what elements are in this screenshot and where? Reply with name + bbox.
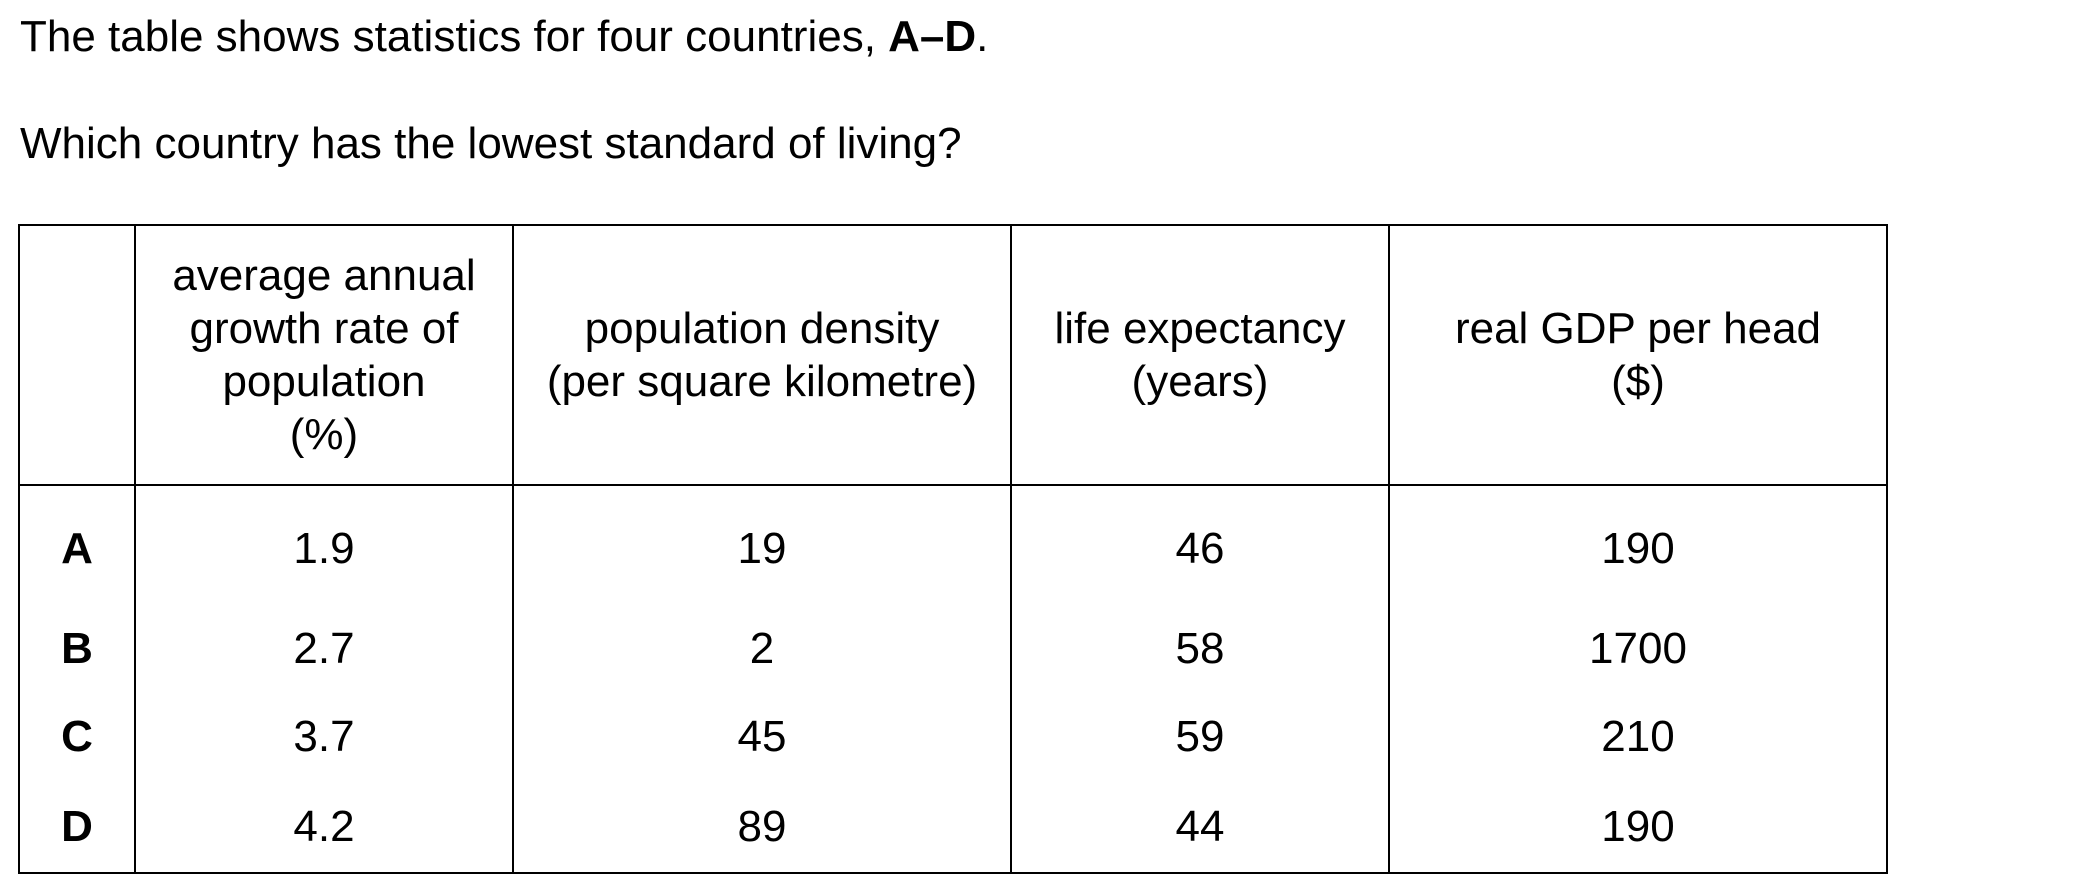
- header-life-expectancy: life expectancy (years): [1010, 224, 1390, 486]
- header-growth-rate: average annual growth rate of population…: [134, 224, 514, 486]
- header-gdp-per-head: real GDP per head ($): [1388, 224, 1888, 486]
- population-density-cell: 2: [512, 604, 1012, 692]
- header-line: average annual: [172, 251, 476, 300]
- header-line: (years): [1131, 357, 1269, 406]
- header-line: growth rate of: [189, 304, 459, 353]
- life-expectancy-cell: 59: [1010, 692, 1390, 780]
- statistics-table: average annual growth rate of population…: [18, 224, 1888, 874]
- header-line: life expectancy: [1054, 304, 1346, 353]
- gdp-per-head-cell: 210: [1388, 692, 1888, 780]
- table-header-row: average annual growth rate of population…: [18, 224, 1888, 486]
- header-line: ($): [1611, 357, 1665, 406]
- growth-rate-cell: 2.7: [134, 604, 514, 692]
- table-row: A 1.9 19 46 190: [18, 485, 1888, 604]
- population-density-cell: 45: [512, 692, 1012, 780]
- table-row: B 2.7 2 58 1700: [18, 604, 1888, 692]
- header-line: (%): [289, 410, 359, 459]
- country-label: D: [18, 780, 136, 874]
- gdp-per-head-cell: 1700: [1388, 604, 1888, 692]
- population-density-cell: 89: [512, 780, 1012, 874]
- gdp-per-head-cell: 190: [1388, 485, 1888, 604]
- header-line: population: [222, 357, 426, 406]
- life-expectancy-cell: 58: [1010, 604, 1390, 692]
- growth-rate-cell: 1.9: [134, 485, 514, 604]
- growth-rate-cell: 3.7: [134, 692, 514, 780]
- table-row: C 3.7 45 59 210: [18, 692, 1888, 780]
- country-label: A: [18, 485, 136, 604]
- question-text: Which country has the lowest standard of…: [20, 119, 962, 168]
- header-country: [18, 224, 136, 486]
- growth-rate-cell: 4.2: [134, 780, 514, 874]
- life-expectancy-cell: 44: [1010, 780, 1390, 874]
- intro-sentence: The table shows statistics for four coun…: [20, 12, 889, 61]
- population-density-cell: 19: [512, 485, 1012, 604]
- country-label: C: [18, 692, 136, 780]
- intro-period: .: [976, 12, 989, 61]
- header-population-density: population density (per square kilometre…: [512, 224, 1012, 486]
- gdp-per-head-cell: 190: [1388, 780, 1888, 874]
- header-line: real GDP per head: [1454, 304, 1822, 353]
- intro-countries-range: A–D: [888, 12, 977, 61]
- header-line: (per square kilometre): [546, 357, 978, 406]
- table-row: D 4.2 89 44 190: [18, 780, 1888, 874]
- life-expectancy-cell: 46: [1010, 485, 1390, 604]
- intro-text: The table shows statistics for four coun…: [20, 10, 988, 64]
- header-line: population density: [584, 304, 940, 353]
- country-label: B: [18, 604, 136, 692]
